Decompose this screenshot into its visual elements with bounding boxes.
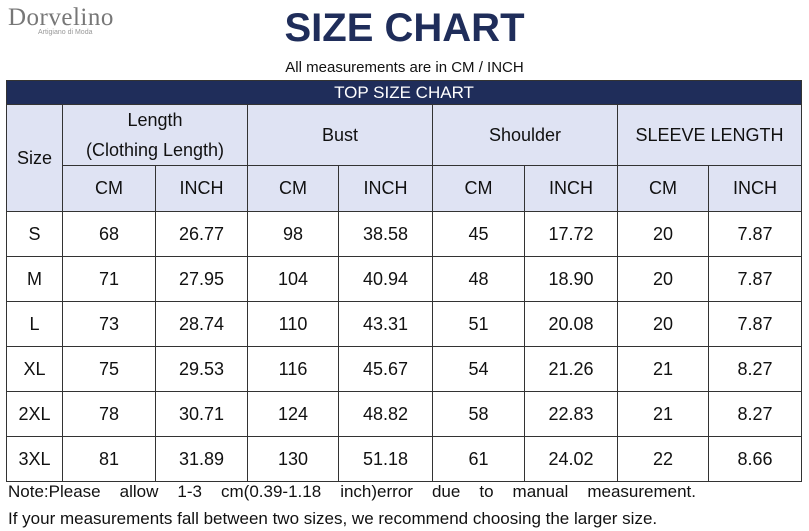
- data-row: 3XL 81 31.89 130 51.18 61 24.02 22 8.66: [6, 436, 803, 482]
- unit-header: INCH: [155, 165, 248, 212]
- value-cell: 51.18: [338, 436, 433, 482]
- data-row: 2XL 78 30.71 124 48.82 58 22.83 21 8.27: [6, 391, 803, 437]
- value-cell: 110: [247, 301, 339, 347]
- unit-header: INCH: [707, 165, 803, 212]
- value-cell: 21.26: [524, 346, 618, 392]
- unit-header: CM: [62, 165, 156, 212]
- value-cell: 20: [617, 211, 709, 257]
- data-row: S 68 26.77 98 38.58 45 17.72 20 7.87: [6, 211, 803, 257]
- value-cell: 45: [432, 211, 525, 257]
- value-cell: 38.58: [338, 211, 433, 257]
- size-cell: S: [6, 211, 63, 257]
- title-row: TOP SIZE CHART: [5, 80, 803, 105]
- value-cell: 24.02: [524, 436, 618, 482]
- value-cell: 21: [617, 346, 709, 392]
- note: Note:Please allow 1-3 cm(0.39-1.18 inch)…: [8, 482, 696, 501]
- value-cell: 75: [62, 346, 156, 392]
- size-cell: M: [6, 256, 63, 302]
- value-cell: 124: [247, 391, 339, 437]
- group-label: Bust: [321, 125, 359, 145]
- unit-header: CM: [617, 165, 709, 212]
- value-cell: 45.67: [338, 346, 433, 392]
- group-header: Bust: [247, 104, 433, 166]
- value-cell: 48.82: [338, 391, 433, 437]
- value-cell: 7.87: [707, 211, 803, 257]
- size-table: TOP SIZE CHART Size Length (Clothing Length…: [5, 80, 803, 482]
- table-title: TOP SIZE CHART: [5, 80, 803, 105]
- subtitle: All measurements are in CM / INCH: [285, 59, 524, 76]
- size-cell: 3XL: [6, 436, 63, 482]
- value-cell: 26.77: [155, 211, 248, 257]
- group-header: Shoulder: [432, 104, 618, 166]
- value-cell: 30.71: [155, 391, 248, 437]
- title: SIZE CHART: [284, 6, 525, 50]
- value-cell: 7.87: [707, 256, 803, 302]
- group-label: Shoulder: [488, 125, 562, 145]
- unit-header: INCH: [524, 165, 618, 212]
- value-cell: 31.89: [155, 436, 248, 482]
- value-cell: 71: [62, 256, 156, 302]
- value-cell: 21: [617, 391, 709, 437]
- value-cell: 18.90: [524, 256, 618, 302]
- value-cell: 20: [617, 256, 709, 302]
- group-header: Length (Clothing Length): [62, 104, 248, 166]
- value-cell: 20: [617, 301, 709, 347]
- value-cell: 22.83: [524, 391, 618, 437]
- size-header: Size: [6, 104, 63, 212]
- logo: Dorvelino Artigiano di Moda: [8, 4, 114, 36]
- value-cell: 22: [617, 436, 709, 482]
- value-cell: 51: [432, 301, 525, 347]
- value-cell: 8.27: [707, 391, 803, 437]
- value-cell: 104: [247, 256, 339, 302]
- value-cell: 28.74: [155, 301, 248, 347]
- value-cell: 20.08: [524, 301, 618, 347]
- value-cell: 73: [62, 301, 156, 347]
- value-cell: 17.72: [524, 211, 618, 257]
- value-cell: 27.95: [155, 256, 248, 302]
- value-cell: 40.94: [338, 256, 433, 302]
- value-cell: 48: [432, 256, 525, 302]
- logo-tagline: Artigiano di Moda: [38, 29, 93, 36]
- group-header: SLEEVE LENGTH: [616, 104, 803, 166]
- unit-header: INCH: [338, 165, 433, 212]
- group-sublabel: (Clothing Length): [85, 140, 225, 160]
- note: If your measurements fall between two si…: [8, 509, 658, 528]
- group-row: Size Length (Clothing Length) Bust Shoulder S…: [6, 104, 803, 212]
- size-cell: XL: [6, 346, 63, 392]
- value-cell: 116: [247, 346, 339, 392]
- size-cell: 2XL: [6, 391, 63, 437]
- unit-header: CM: [432, 165, 525, 212]
- value-cell: 8.66: [707, 436, 803, 482]
- value-cell: 54: [432, 346, 525, 392]
- value-cell: 43.31: [338, 301, 433, 347]
- value-cell: 130: [247, 436, 339, 482]
- group-label: SLEEVE LENGTH: [635, 125, 784, 145]
- value-cell: 7.87: [707, 301, 803, 347]
- value-cell: 61: [432, 436, 525, 482]
- data-row: M 71 27.95 104 40.94 48 18.90 20 7.87: [6, 256, 803, 302]
- size-cell: L: [6, 301, 63, 347]
- value-cell: 98: [247, 211, 339, 257]
- value-cell: 78: [62, 391, 156, 437]
- data-row: XL 75 29.53 116 45.67 54 21.26 21 8.27: [6, 346, 803, 392]
- logo-name: Dorvelino: [8, 4, 114, 31]
- value-cell: 58: [432, 391, 525, 437]
- data-row: L 73 28.74 110 43.31 51 20.08 20 7.87: [6, 301, 803, 347]
- value-cell: 8.27: [707, 346, 803, 392]
- unit-row: CM INCH CM INCH CM INCH CM INCH: [7, 165, 803, 212]
- group-label: Length: [127, 110, 183, 130]
- unit-header: CM: [247, 165, 339, 212]
- value-cell: 81: [62, 436, 156, 482]
- value-cell: 68: [62, 211, 156, 257]
- value-cell: 29.53: [155, 346, 248, 392]
